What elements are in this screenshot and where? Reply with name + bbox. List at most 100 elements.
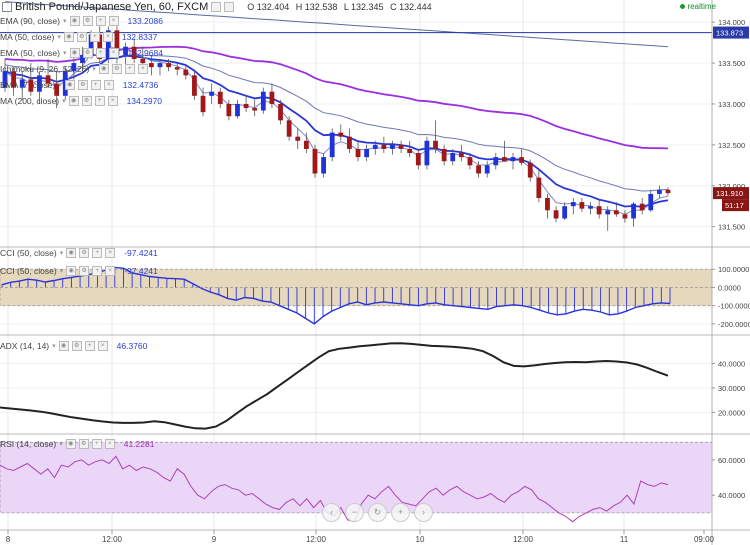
gear-icon[interactable]: ⚙ [81, 96, 92, 106]
chevron-right-icon[interactable]: › [414, 503, 433, 522]
eye-icon[interactable]: ◉ [63, 32, 74, 42]
add-icon[interactable]: + [95, 48, 106, 58]
candle [235, 99, 240, 119]
eye-icon[interactable]: ◉ [65, 439, 76, 449]
gear-icon[interactable]: ⚙ [78, 439, 89, 449]
refresh-icon[interactable]: ↻ [368, 503, 387, 522]
add-icon[interactable]: + [92, 266, 103, 276]
close-icon[interactable]: × [105, 266, 116, 276]
add-icon[interactable]: + [92, 248, 103, 258]
caret-down-icon[interactable]: ▾ [63, 18, 67, 25]
x-tick-label: 8 [6, 535, 11, 544]
caret-down-icon[interactable]: ▾ [58, 82, 62, 89]
indicator-legend-row[interactable]: MA (200, close) ▾ ◉ ⚙ + × 134.2970 [0, 96, 162, 106]
close-icon[interactable]: × [137, 64, 148, 74]
candle-body [467, 157, 473, 166]
gear-icon[interactable]: ⚙ [77, 80, 88, 90]
caret-down-icon[interactable]: ▾ [59, 441, 63, 448]
candle-body [458, 153, 464, 158]
caret-down-icon[interactable]: ▾ [92, 66, 96, 73]
close-icon[interactable]: × [107, 96, 118, 106]
candle-body [97, 34, 103, 59]
candle-body [622, 214, 628, 219]
close-icon[interactable]: × [97, 341, 108, 351]
eye-icon[interactable]: ◉ [69, 16, 80, 26]
eye-icon[interactable]: ◉ [58, 341, 69, 351]
adx-legend[interactable]: ADX (14, 14) ▾ ◉ ⚙ + × 46.3760 [0, 341, 147, 351]
plus-icon[interactable]: + [391, 503, 410, 522]
indicator-legend-label: MA (200, close) [0, 96, 60, 106]
eye-icon[interactable]: ◉ [69, 48, 80, 58]
collapse-icon[interactable] [2, 2, 12, 12]
y-tick-label: 60.0000 [718, 456, 745, 465]
caret-down-icon[interactable]: ▾ [52, 343, 56, 350]
candle-body [321, 157, 326, 174]
rsi-legend-value: 41.2281 [123, 439, 155, 449]
add-icon[interactable]: + [89, 32, 100, 42]
last-price-tag: 131.910 [716, 189, 743, 198]
chart-nav-bar: ‹ − ↻ + › [322, 503, 433, 522]
indicator-legend-row[interactable]: EMA (90, close) ▾ ◉ ⚙ + × 133.2086 [0, 16, 163, 26]
eye-icon[interactable]: ◉ [64, 80, 75, 90]
candle [502, 140, 507, 162]
candle [398, 140, 404, 154]
close-icon[interactable]: × [108, 16, 119, 26]
candle-body [312, 148, 318, 174]
close-icon[interactable]: × [108, 48, 119, 58]
add-icon[interactable]: + [124, 64, 135, 74]
candle-body [665, 189, 671, 194]
gear-icon[interactable]: ⚙ [82, 48, 93, 58]
close-icon[interactable]: × [104, 439, 115, 449]
candle [11, 67, 17, 96]
indicator-legend-row[interactable]: Ichimoku (9, 26, 52, 26) ▾ ◉ ⚙ + × [0, 64, 148, 74]
add-icon[interactable]: + [94, 96, 105, 106]
eye-icon[interactable]: ◉ [98, 64, 109, 74]
cci-legend-2[interactable]: CCI (50, close) ▾ ◉ ⚙ + × -97.4241 [0, 266, 158, 276]
candle [355, 140, 361, 162]
minus-icon[interactable]: − [345, 503, 364, 522]
rsi-legend[interactable]: RSI (14, close) ▾ ◉ ⚙ + × 41.2281 [0, 439, 154, 449]
eye-icon[interactable]: ◉ [66, 248, 77, 258]
candle-body [562, 206, 568, 219]
candle [390, 140, 395, 155]
candle-body [148, 63, 154, 68]
gear-icon[interactable]: ⚙ [76, 32, 87, 42]
indicator-legend-row[interactable]: EMA (7, close) ▾ ◉ ⚙ + × 132.4736 [0, 80, 158, 90]
candle-body [596, 206, 602, 215]
candle [588, 202, 593, 215]
gear-icon[interactable]: ⚙ [79, 266, 90, 276]
gear-icon[interactable]: ⚙ [79, 248, 90, 258]
indicator-legend-value: 132.9684 [127, 48, 163, 58]
caret-down-icon[interactable]: ▾ [59, 268, 64, 275]
chevron-left-icon[interactable]: ‹ [322, 503, 341, 522]
close-icon[interactable]: × [102, 32, 113, 42]
caret-down-icon[interactable]: ▾ [62, 98, 66, 105]
cci-legend-1[interactable]: CCI (50, close) ▾ ◉ ⚙ + × -97.4241 [0, 248, 158, 258]
add-icon[interactable]: + [91, 439, 102, 449]
add-icon[interactable]: + [84, 341, 95, 351]
candle [562, 202, 568, 221]
close-icon[interactable]: × [105, 248, 116, 258]
add-icon[interactable]: + [90, 80, 101, 90]
candle-body [631, 203, 636, 219]
gear-icon[interactable]: ⚙ [82, 16, 93, 26]
caret-down-icon[interactable]: ▾ [57, 34, 61, 41]
indicator-legend-row[interactable]: MA (50, close) ▾ ◉ ⚙ + × 132.8337 [0, 32, 157, 42]
gear-icon[interactable]: ⚙ [71, 341, 82, 351]
gear-icon[interactable]: ⚙ [111, 64, 122, 74]
caret-down-icon[interactable]: ▾ [59, 250, 64, 257]
close-icon[interactable]: × [103, 80, 114, 90]
candle-body [656, 189, 662, 194]
candle [226, 99, 232, 121]
caret-down-icon[interactable]: ▾ [63, 50, 67, 57]
indicator-legend-row[interactable]: EMA (50, close) ▾ ◉ ⚙ + × 132.9684 [0, 48, 163, 58]
add-icon[interactable]: + [95, 16, 106, 26]
candle-body [372, 144, 378, 149]
eye-icon[interactable]: ◉ [66, 266, 77, 276]
settings-icon[interactable] [211, 2, 222, 12]
eye-icon[interactable]: ◉ [68, 96, 79, 106]
indicator-icon[interactable] [224, 2, 235, 12]
y-tick-label: 132.000 [718, 182, 745, 191]
candle [123, 42, 128, 68]
